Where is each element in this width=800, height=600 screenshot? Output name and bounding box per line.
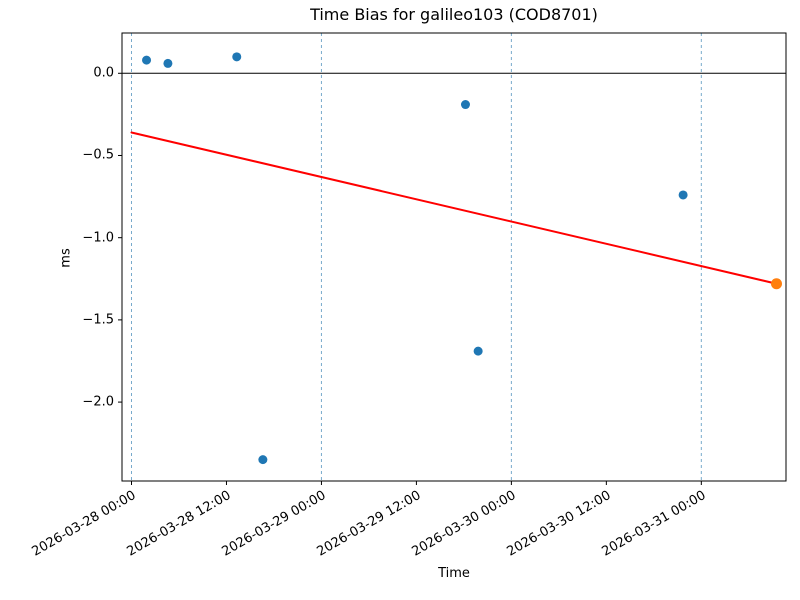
trend-line [130, 131, 778, 285]
data-point [473, 346, 483, 356]
data-point [232, 52, 242, 62]
data-point [258, 455, 268, 465]
y-axis-label: ms [58, 248, 74, 268]
prediction-point [771, 278, 783, 290]
data-point [142, 55, 152, 65]
y-tick-label: −1.5 [82, 312, 114, 328]
plot-border [121, 32, 787, 482]
y-tick-label: −2.0 [82, 394, 114, 410]
y-tick-label: 0.0 [93, 65, 114, 81]
data-point [460, 100, 470, 110]
y-tick-label: −1.0 [82, 230, 114, 246]
data-point [163, 58, 173, 68]
chart-title: Time Bias for galileo103 (COD8701) [310, 5, 598, 24]
data-point [678, 190, 688, 200]
x-axis-label: Time [438, 566, 470, 581]
y-tick-label: −0.5 [82, 147, 114, 163]
